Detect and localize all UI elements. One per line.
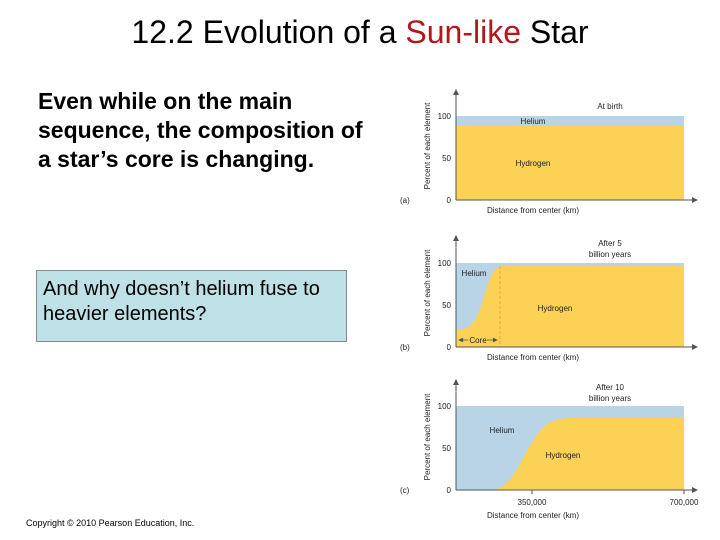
panel-c-ylabel: Percent of each element bbox=[423, 393, 432, 480]
panel-c-hydrogen-label: Hydrogen bbox=[546, 451, 581, 460]
panel-b: 100 50 0 Percent of each element Distanc… bbox=[400, 235, 698, 362]
panel-a-helium-area bbox=[456, 116, 684, 126]
panel-c-hydrogen-area bbox=[456, 418, 684, 490]
panel-b-xlabel: Distance from center (km) bbox=[487, 353, 579, 362]
panel-a-helium-label: Helium bbox=[521, 117, 546, 126]
panel-c-ytick-100: 100 bbox=[438, 402, 452, 411]
slide-title: 12.2 Evolution of a Sun-like Star bbox=[0, 14, 720, 51]
title-highlight: Sun-like bbox=[405, 14, 521, 50]
panel-b-hydrogen-area bbox=[456, 266, 684, 347]
panel-b-ytick-0: 0 bbox=[447, 343, 452, 352]
panel-b-core-label: Core bbox=[469, 336, 487, 345]
panel-a-xlabel: Distance from center (km) bbox=[487, 206, 579, 215]
panel-c-xtick-end: 700,000 bbox=[670, 498, 699, 507]
panel-a-ytick-100: 100 bbox=[438, 112, 452, 121]
panel-a: 100 50 0 Percent of each element Distanc… bbox=[400, 89, 698, 215]
panel-c-xtick-mid: 350,000 bbox=[518, 498, 547, 507]
panel-c-ytick-0: 0 bbox=[447, 486, 452, 495]
panel-c-helium-label: Helium bbox=[490, 426, 515, 435]
panel-a-caption: At birth bbox=[597, 102, 622, 111]
body-text: Even while on the main sequence, the com… bbox=[38, 88, 363, 172]
panel-c-ytick-50: 50 bbox=[442, 444, 451, 453]
panel-c-letter: (c) bbox=[400, 486, 410, 495]
question-box: And why doesn’t helium fuse to heavier e… bbox=[36, 270, 347, 342]
panel-b-letter: (b) bbox=[400, 343, 410, 352]
panel-a-hydrogen-label: Hydrogen bbox=[516, 159, 551, 168]
panel-a-ylabel: Percent of each element bbox=[423, 102, 432, 189]
panel-b-hydrogen-label: Hydrogen bbox=[538, 304, 573, 313]
panel-a-ytick-0: 0 bbox=[447, 196, 452, 205]
panel-a-hydrogen-area bbox=[456, 116, 684, 200]
panel-b-caption-line1: After 5 bbox=[598, 239, 622, 248]
panel-b-ytick-100: 100 bbox=[438, 259, 452, 268]
panel-c-caption-line2: billion years bbox=[589, 394, 631, 403]
panel-b-helium-label: Helium bbox=[462, 269, 487, 278]
panel-c-xlabel: Distance from center (km) bbox=[487, 511, 579, 520]
title-prefix: 12.2 Evolution of a bbox=[131, 14, 406, 50]
panel-b-ytick-50: 50 bbox=[442, 301, 451, 310]
copyright-notice: Copyright © 2010 Pearson Education, Inc. bbox=[26, 518, 195, 528]
panel-c: 100 50 0 Percent of each element 350,000… bbox=[400, 379, 699, 520]
panel-b-caption-line2: billion years bbox=[589, 250, 631, 259]
panel-a-ytick-50: 50 bbox=[442, 154, 451, 163]
panel-a-letter: (a) bbox=[400, 196, 410, 205]
panel-b-ylabel: Percent of each element bbox=[423, 249, 432, 336]
panel-c-caption-line1: After 10 bbox=[596, 383, 625, 392]
title-suffix: Star bbox=[521, 14, 589, 50]
